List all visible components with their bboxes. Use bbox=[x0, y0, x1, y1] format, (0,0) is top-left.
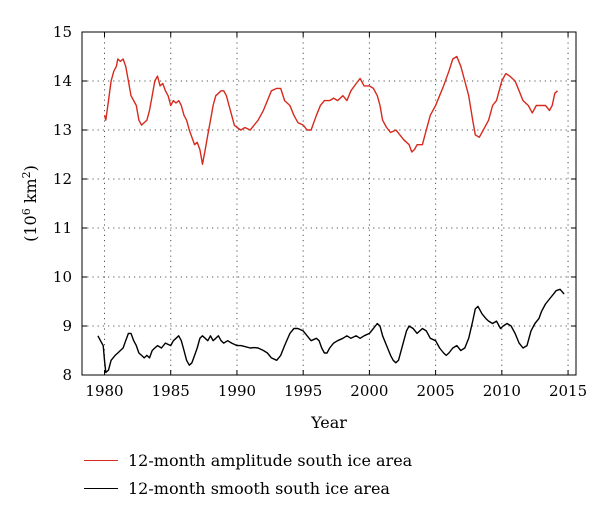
y-axis-title-part: km bbox=[21, 178, 40, 208]
line-chart: 1980 1985 1990 1995 2000 2005 2010 2015 8 9 10 11 12… bbox=[20, 23, 587, 432]
legend-swatch-amplitude bbox=[84, 459, 118, 461]
y-tick-label: 9 bbox=[62, 317, 72, 335]
axis-ticks: 1980 1985 1990 1995 2000 2005 2010 2015 8 9 10 11 12… bbox=[53, 23, 587, 400]
x-tick-label: 2005 bbox=[417, 382, 455, 400]
x-tick-label: 2000 bbox=[350, 382, 388, 400]
chart-series bbox=[97, 55, 565, 374]
legend-label-amplitude: 12-month amplitude south ice area bbox=[128, 450, 413, 470]
y-tick-label: 13 bbox=[53, 121, 72, 139]
y-axis-title-exponent: 2 bbox=[20, 171, 33, 178]
x-tick-label: 1980 bbox=[85, 382, 123, 400]
plot-frame bbox=[81, 31, 577, 376]
x-tick-label: 1995 bbox=[284, 382, 322, 400]
x-tick-label: 1985 bbox=[152, 382, 190, 400]
y-tick-label: 8 bbox=[62, 366, 72, 384]
y-tick-label: 15 bbox=[53, 23, 72, 41]
series-line-smooth bbox=[97, 288, 565, 374]
y-axis-title-part: (10 bbox=[21, 215, 40, 242]
legend-swatch-smooth bbox=[84, 487, 118, 489]
x-axis-title: Year bbox=[310, 413, 347, 432]
series-line-amplitude bbox=[103, 55, 558, 165]
y-axis-title-exponent: 6 bbox=[20, 208, 33, 215]
legend-item-amplitude: 12-month amplitude south ice area bbox=[84, 446, 584, 474]
chart-grid bbox=[82, 31, 576, 376]
y-axis-title: (106 km2) bbox=[20, 165, 40, 242]
legend-label-smooth: 12-month smooth south ice area bbox=[128, 478, 390, 498]
y-tick-label: 12 bbox=[53, 170, 72, 188]
x-tick-label: 2015 bbox=[549, 382, 587, 400]
y-axis-title-part: ) bbox=[21, 165, 40, 171]
x-tick-label: 1990 bbox=[218, 382, 256, 400]
chart-legend: 12-month amplitude south ice area 12-mon… bbox=[84, 446, 584, 502]
y-tick-label: 10 bbox=[53, 268, 72, 286]
y-tick-label: 14 bbox=[53, 72, 72, 90]
y-tick-label: 11 bbox=[53, 219, 72, 237]
x-tick-label: 2010 bbox=[483, 382, 521, 400]
legend-item-smooth: 12-month smooth south ice area bbox=[84, 474, 584, 502]
